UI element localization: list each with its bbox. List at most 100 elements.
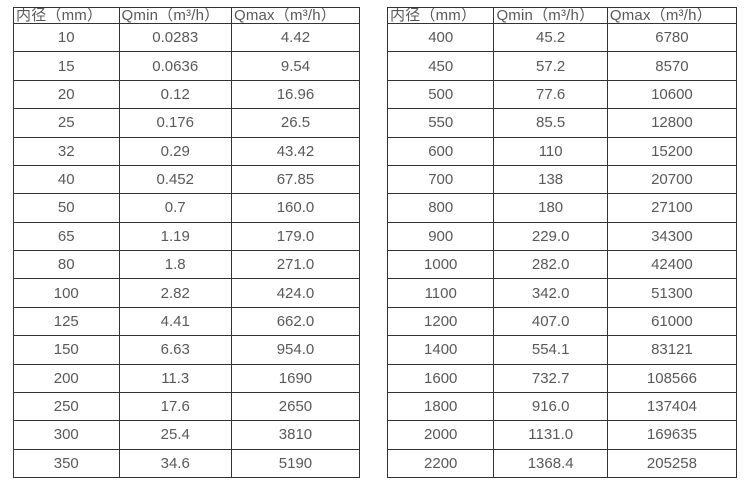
table-row: 100 2.82 424.0 [13, 278, 361, 308]
table-cell: 150 [13, 335, 120, 365]
table-row: 1400 554.1 83121 [386, 335, 738, 365]
table-cell: 271.0 [230, 249, 361, 280]
table-cell: 26.5 [230, 108, 361, 138]
table-cell: 550 [386, 108, 495, 138]
table-cell: 1000 [386, 249, 495, 280]
table-cell: 43.42 [230, 136, 361, 166]
table-cell: 916.0 [493, 391, 608, 422]
table-cell: 4.42 [230, 22, 361, 53]
table-row: 400 45.2 6780 [386, 22, 738, 53]
table-cell: 1.8 [118, 249, 232, 280]
table-cell: 1.19 [118, 221, 232, 252]
table-row: 200 11.3 1690 [13, 363, 361, 393]
table-cell: 1131.0 [493, 420, 608, 450]
table-cell: 67.85 [230, 164, 361, 195]
table-cell: 65 [13, 221, 120, 252]
table-cell: 954.0 [230, 335, 361, 365]
column-header: Qmin（m³/h） [493, 7, 608, 24]
table-row: 800 180 27100 [386, 193, 738, 223]
table-cell: 3810 [230, 420, 361, 450]
table-cell: 20700 [606, 164, 738, 195]
table-cell: 80 [13, 249, 120, 280]
table-row: 600 110 15200 [386, 136, 738, 166]
table-cell: 1600 [386, 363, 495, 393]
table-cell: 0.29 [118, 136, 232, 166]
table-cell: 282.0 [493, 249, 608, 280]
flow-range-table-large: 内径（mm） Qmin（m³/h） Qmax（m³/h） 400 45.2 6780 45… [386, 7, 738, 479]
table-cell: 8570 [606, 51, 738, 81]
table-cell: 450 [386, 51, 495, 81]
table-row: 700 138 20700 [386, 164, 738, 195]
table-cell: 0.176 [118, 108, 232, 138]
table-cell: 1690 [230, 363, 361, 393]
table-row: 80 1.8 271.0 [13, 249, 361, 280]
table-row: 125 4.41 662.0 [13, 306, 361, 337]
table-cell: 169635 [606, 420, 738, 450]
table-cell: 50 [13, 193, 120, 223]
table-cell: 125 [13, 306, 120, 337]
table-cell: 10600 [606, 79, 738, 110]
table-cell: 0.0283 [118, 22, 232, 53]
table-cell: 32 [13, 136, 120, 166]
table-row: 450 57.2 8570 [386, 51, 738, 81]
table-cell: 12800 [606, 108, 738, 138]
table-row: 2200 1368.4 205258 [386, 448, 738, 479]
table-cell: 137404 [606, 391, 738, 422]
table-row: 32 0.29 43.42 [13, 136, 361, 166]
table-cell: 138 [493, 164, 608, 195]
table-row: 25 0.176 26.5 [13, 108, 361, 138]
table-row: 1200 407.0 61000 [386, 306, 738, 337]
table-cell: 1368.4 [493, 448, 608, 479]
table-cell: 83121 [606, 335, 738, 365]
table-row: 15 0.0636 9.54 [13, 51, 361, 81]
table-cell: 160.0 [230, 193, 361, 223]
table-row: 1100 342.0 51300 [386, 278, 738, 308]
flow-range-table-small: 内径（mm） Qmin（m³/h） Qmax（m³/h） 10 0.0283 4.42 1… [13, 7, 361, 479]
table-cell: 108566 [606, 363, 738, 393]
table-cell: 42400 [606, 249, 738, 280]
table-cell: 424.0 [230, 278, 361, 308]
table-cell: 250 [13, 391, 120, 422]
table-cell: 57.2 [493, 51, 608, 81]
table-cell: 400 [386, 22, 495, 53]
table-cell: 34300 [606, 221, 738, 252]
table-cell: 500 [386, 79, 495, 110]
table-cell: 0.452 [118, 164, 232, 195]
table-row: 40 0.452 67.85 [13, 164, 361, 195]
table-cell: 800 [386, 193, 495, 223]
table-cell: 2650 [230, 391, 361, 422]
table-cell: 1200 [386, 306, 495, 337]
column-header: 内径（mm） [386, 7, 495, 24]
table-row: 550 85.5 12800 [386, 108, 738, 138]
header-row: 内径（mm） Qmin（m³/h） Qmax（m³/h） [13, 7, 361, 24]
table-cell: 25.4 [118, 420, 232, 450]
table-cell: 554.1 [493, 335, 608, 365]
table-cell: 229.0 [493, 221, 608, 252]
table-cell: 11.3 [118, 363, 232, 393]
table-cell: 100 [13, 278, 120, 308]
table-cell: 407.0 [493, 306, 608, 337]
table-cell: 77.6 [493, 79, 608, 110]
table-cell: 110 [493, 136, 608, 166]
table-cell: 15200 [606, 136, 738, 166]
table-cell: 2200 [386, 448, 495, 479]
table-cell: 1400 [386, 335, 495, 365]
table-cell: 17.6 [118, 391, 232, 422]
table-cell: 205258 [606, 448, 738, 479]
column-header: Qmax（m³/h） [606, 7, 738, 24]
table-cell: 40 [13, 164, 120, 195]
table-row: 20 0.12 16.96 [13, 79, 361, 110]
table-cell: 20 [13, 79, 120, 110]
table-cell: 85.5 [493, 108, 608, 138]
table-cell: 180 [493, 193, 608, 223]
table-cell: 45.2 [493, 22, 608, 53]
table-row: 150 6.63 954.0 [13, 335, 361, 365]
table-row: 1600 732.7 108566 [386, 363, 738, 393]
table-cell: 0.7 [118, 193, 232, 223]
table-cell: 350 [13, 448, 120, 479]
table-cell: 700 [386, 164, 495, 195]
table-cell: 0.0636 [118, 51, 232, 81]
table-cell: 179.0 [230, 221, 361, 252]
table-row: 500 77.6 10600 [386, 79, 738, 110]
